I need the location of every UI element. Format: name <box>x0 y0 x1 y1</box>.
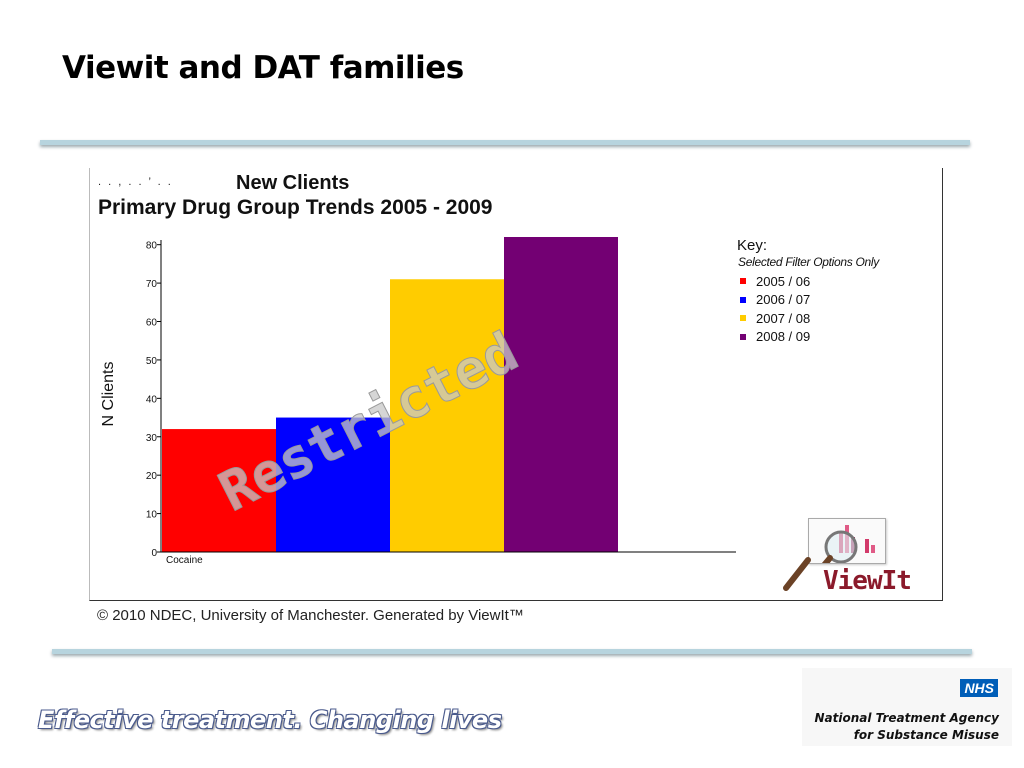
y-tick-label: 80 <box>146 241 158 252</box>
legend-item-2005: 2005 / 06 <box>737 272 879 291</box>
viewit-logo-text: ViewIt <box>823 566 912 596</box>
legend-label: 2006 / 07 <box>756 292 811 308</box>
legend-label: 2005 / 06 <box>756 273 811 289</box>
nta-logo: NHS National Treatment Agency for Substa… <box>802 668 1012 746</box>
legend-item-2008: 2008 / 09 <box>737 328 879 347</box>
chart-legend: Key: Selected Filter Options Only 2005 /… <box>737 237 879 346</box>
divider-top <box>40 140 970 145</box>
legend-swatch <box>740 315 746 322</box>
y-axis-label: N Clients <box>100 362 117 427</box>
y-tick-label: 60 <box>146 318 158 329</box>
bar-2 <box>390 279 504 552</box>
x-category-label: Cocaine <box>166 555 203 566</box>
y-tick-label: 20 <box>146 471 158 482</box>
chart-scribble: . . , . . ’ . . <box>98 176 173 188</box>
slide-title: Viewit and DAT families <box>62 50 464 86</box>
magnifier-chart-icon <box>798 525 875 596</box>
copyright-notice: © 2010 NDEC, University of Manchester. G… <box>97 607 524 624</box>
legend-swatch <box>740 333 746 340</box>
tagline: Effective treatment. Changing lives <box>38 706 502 734</box>
y-tick-label: 70 <box>146 279 158 290</box>
legend-subtitle: Selected Filter Options Only <box>738 255 879 269</box>
legend-item-2006: 2006 / 07 <box>737 291 879 310</box>
chart-title: New Clients <box>236 172 350 194</box>
nta-name-line1: National Treatment Agency <box>814 711 999 725</box>
y-tick-label: 30 <box>146 433 158 444</box>
nhs-badge: NHS <box>960 679 998 697</box>
y-tick-label: 10 <box>146 510 158 521</box>
bar-3 <box>504 237 618 552</box>
y-tick-label: 40 <box>146 394 158 405</box>
nta-name-line2: for Substance Misuse <box>853 728 999 742</box>
y-tick-label: 50 <box>146 356 158 367</box>
viewit-logo-box <box>798 518 886 596</box>
bar-1 <box>276 417 390 552</box>
magnifier-handle-icon <box>783 557 811 591</box>
divider-bottom <box>52 649 972 654</box>
chart-subtitle: Primary Drug Group Trends 2005 - 2009 <box>98 196 493 219</box>
legend-item-2007: 2007 / 08 <box>737 309 879 328</box>
legend-swatch <box>740 296 746 303</box>
chart-frame <box>89 168 943 601</box>
y-tick-label: 0 <box>151 548 157 559</box>
legend-swatch <box>740 278 746 285</box>
legend-label: 2007 / 08 <box>756 310 811 326</box>
legend-label: 2008 / 09 <box>756 329 811 345</box>
legend-title: Key: <box>737 237 768 254</box>
bar-0 <box>162 429 276 552</box>
